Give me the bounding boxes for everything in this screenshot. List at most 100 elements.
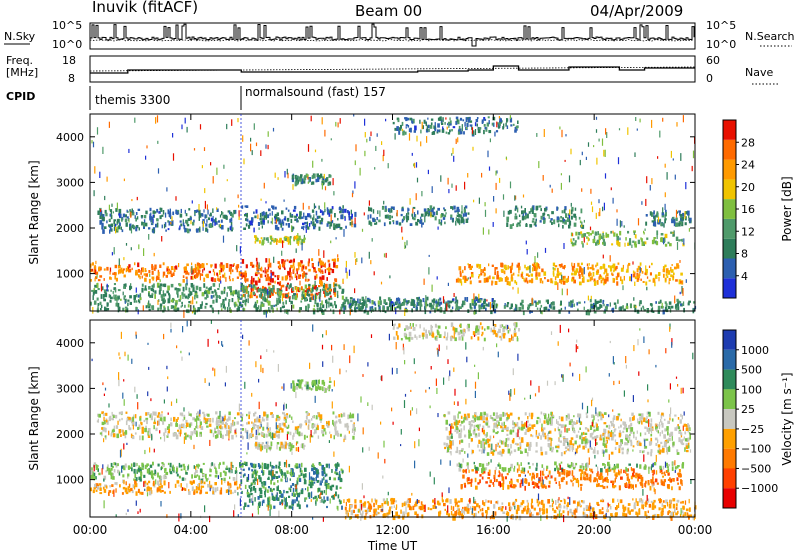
- power-cell: [336, 290, 339, 296]
- power-cell: [102, 222, 104, 227]
- power-cell: [643, 232, 645, 235]
- power-scatter-cell: [684, 211, 686, 219]
- velocity-cell: [286, 470, 289, 474]
- power-cell: [357, 298, 359, 303]
- power-scatter-cell: [673, 230, 675, 237]
- velocity-cell: [330, 434, 332, 439]
- power-cell: [102, 229, 105, 234]
- power-cell: [222, 299, 225, 304]
- power-cell: [139, 297, 142, 301]
- power-cell: [653, 221, 656, 226]
- power-cell: [522, 213, 524, 217]
- velocity-cell: [145, 412, 148, 416]
- power-cell: [159, 215, 162, 220]
- power-cell: [417, 210, 419, 215]
- velocity-cell: [293, 493, 296, 497]
- power-cell: [462, 275, 465, 280]
- cpid-label: CPID: [6, 90, 35, 103]
- power-cell: [535, 273, 538, 278]
- power-cell: [588, 238, 590, 241]
- velocity-cell: [333, 477, 336, 481]
- velocity-cell: [488, 469, 491, 474]
- velocity-cell: [288, 463, 291, 468]
- velocity-cell: [180, 483, 182, 488]
- velocity-cell: [601, 484, 604, 488]
- power-cell: [168, 292, 170, 296]
- power-cell: [664, 264, 667, 268]
- power-cell: [402, 303, 405, 306]
- power-cell: [525, 277, 528, 282]
- power-cell: [639, 300, 642, 305]
- power-scatter-cell: [531, 297, 533, 305]
- velocity-cell: [199, 468, 202, 473]
- power-cell: [187, 304, 190, 308]
- velocity-cell: [297, 425, 300, 429]
- velocity-cell: [222, 470, 226, 473]
- power-scatter-cell: [517, 287, 519, 294]
- velocity-cell: [298, 474, 301, 478]
- power-scatter-cell: [474, 129, 477, 135]
- velocity-cell: [663, 471, 666, 475]
- power-cell: [470, 265, 473, 269]
- power-cell: [402, 130, 405, 135]
- power-scatter-cell: [561, 274, 563, 280]
- power-cell: [211, 277, 214, 282]
- velocity-cell: [98, 472, 101, 476]
- velocity-cell: [541, 479, 544, 484]
- velocity-cell: [331, 469, 333, 473]
- power-cell: [120, 217, 123, 222]
- velocity-cell: [133, 462, 136, 467]
- power-cell: [634, 276, 638, 280]
- power-scatter-cell: [321, 117, 323, 125]
- power-scatter-cell: [355, 144, 357, 152]
- velocity-cell: [546, 468, 548, 471]
- velocity-cell: [473, 461, 475, 465]
- velocity-cell: [115, 415, 117, 419]
- power-cell: [558, 264, 562, 267]
- power-cell: [296, 218, 299, 223]
- velocity-cell: [541, 476, 543, 482]
- power-scatter-cell: [635, 305, 637, 308]
- velocity-cell: [203, 481, 206, 485]
- power-cell: [351, 215, 353, 220]
- power-cell: [509, 224, 513, 229]
- power-scatter-cell: [313, 203, 315, 209]
- power-cell: [297, 262, 301, 267]
- velocity-cell: [196, 474, 199, 477]
- power-cell: [461, 216, 464, 220]
- power-cell: [473, 304, 476, 309]
- velocity-cell: [665, 470, 668, 473]
- power-cell: [97, 288, 100, 291]
- velocity-cell: [346, 423, 349, 429]
- power-scatter-cell: [453, 155, 455, 162]
- power-scatter-cell: [662, 207, 664, 213]
- velocity-cell: [511, 485, 514, 489]
- power-cell: [489, 275, 491, 280]
- power-cell: [516, 125, 519, 129]
- velocity-cell: [284, 463, 286, 468]
- power-cell: [677, 300, 680, 304]
- velocity-cell: [300, 489, 304, 495]
- velocity-cell: [301, 432, 303, 437]
- power-scatter-cell: [421, 191, 423, 197]
- power-cell: [549, 220, 552, 223]
- power-cell: [321, 300, 323, 306]
- power-cell: [304, 297, 308, 300]
- power-scatter-cell: [270, 272, 272, 279]
- power-cell: [478, 307, 481, 312]
- velocity-cell: [276, 429, 278, 433]
- power-scatter-cell: [224, 197, 226, 202]
- power-scatter-cell: [226, 123, 228, 130]
- power-cell: [254, 284, 256, 288]
- power-cell: [429, 124, 433, 129]
- power-cell: [586, 236, 588, 239]
- power-scatter-cell: [581, 272, 583, 275]
- power-cell: [568, 302, 572, 307]
- power-scatter-cell: [321, 183, 323, 190]
- velocity-cell: [114, 482, 117, 485]
- power-cell: [316, 302, 319, 308]
- velocity-cell: [507, 484, 510, 490]
- power-cell: [301, 293, 303, 297]
- power-scatter-cell: [345, 267, 347, 273]
- power-cell: [638, 302, 641, 307]
